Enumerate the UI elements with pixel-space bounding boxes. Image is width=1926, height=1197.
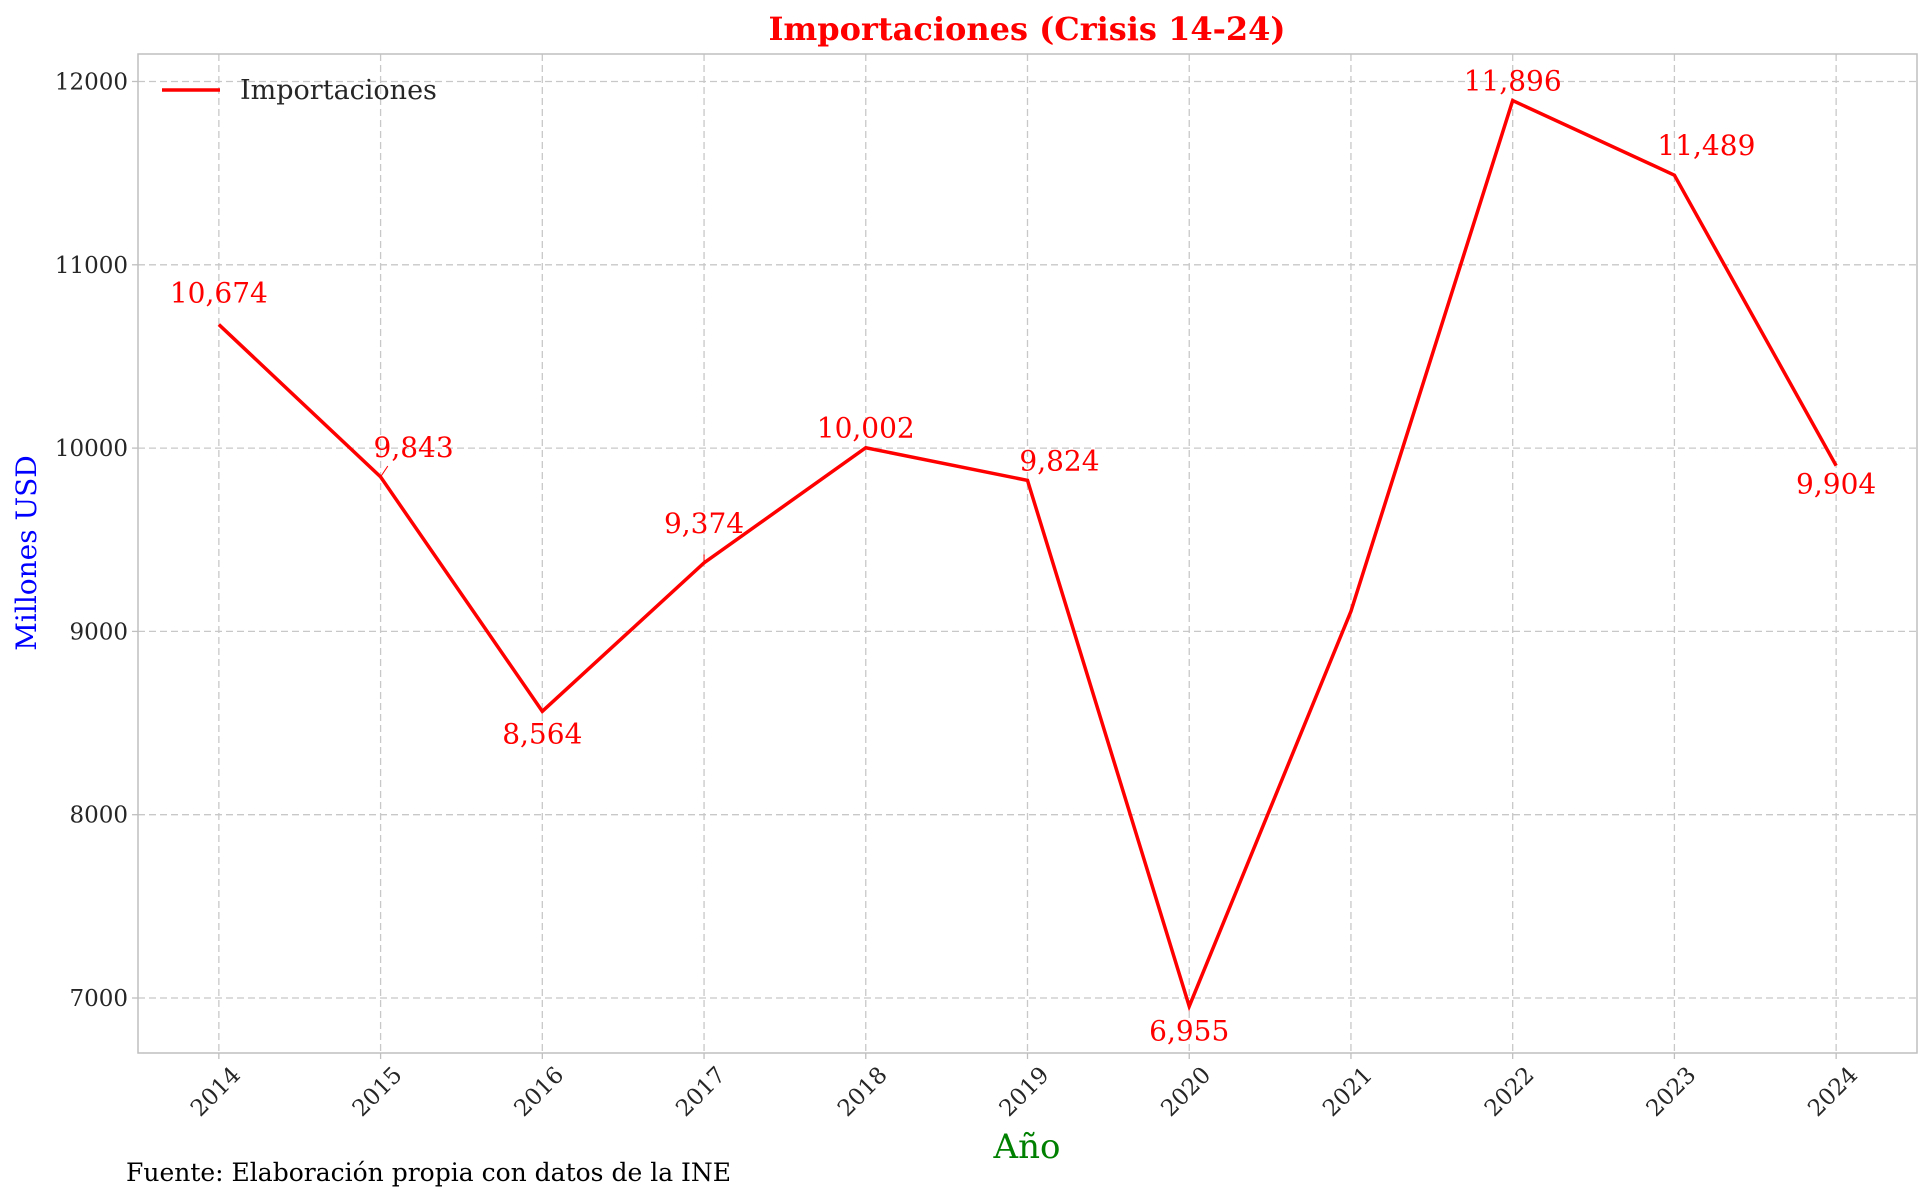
data-label: 10,002 (817, 412, 915, 445)
y-tick-label: 11000 (55, 253, 128, 279)
x-tick-label: 2015 (348, 1062, 408, 1122)
data-label: 9,843 (374, 431, 454, 464)
y-tick-label: 8000 (69, 803, 128, 829)
x-tick-label: 2019 (995, 1062, 1055, 1122)
data-label: 6,955 (1149, 1014, 1229, 1047)
legend: Importaciones (162, 75, 437, 106)
y-tick-label: 7000 (69, 986, 128, 1012)
chart-title: Importaciones (Crisis 14-24) (768, 10, 1285, 48)
x-tick-label: 2016 (509, 1062, 569, 1122)
grid-lines (138, 54, 1917, 1053)
data-label: 9,374 (664, 507, 744, 540)
label-connector (380, 465, 389, 478)
data-label: 11,489 (1657, 129, 1755, 162)
x-tick-label: 2023 (1642, 1062, 1702, 1122)
source-note: Fuente: Elaboración propia con datos de … (126, 1158, 731, 1187)
x-tick-label: 2014 (186, 1062, 246, 1122)
series-lines (217, 98, 1838, 1012)
x-tick-label: 2021 (1318, 1062, 1378, 1122)
series-line (217, 98, 1838, 1012)
x-tick-label: 2020 (1156, 1062, 1216, 1122)
data-label: 10,674 (170, 277, 268, 310)
x-tick-label: 2017 (671, 1062, 731, 1122)
data-label: 9,904 (1796, 468, 1876, 501)
legend-label: Importaciones (240, 75, 437, 106)
x-tick-label: 2022 (1480, 1062, 1540, 1122)
data-label: 11,896 (1464, 65, 1562, 98)
x-axis-label: Año (993, 1127, 1061, 1167)
data-label: 9,824 (1019, 444, 1099, 477)
y-tick-label: 9000 (69, 619, 128, 645)
x-tick-label: 2018 (833, 1062, 893, 1122)
data-labels: 10,674 9,843 8,564 9,374 10,002 9,824 6,955 11,… (170, 65, 1876, 1048)
y-tick-label: 10000 (55, 436, 128, 462)
axis-ticks: 2014 2015 2016 2017 2018 2019 2020 2021 2022 2023… (55, 69, 1863, 1121)
y-axis-label: Millones USD (10, 455, 43, 651)
y-tick-label: 12000 (55, 69, 128, 95)
x-tick-label: 2024 (1803, 1062, 1863, 1122)
data-label: 8,564 (502, 717, 582, 750)
